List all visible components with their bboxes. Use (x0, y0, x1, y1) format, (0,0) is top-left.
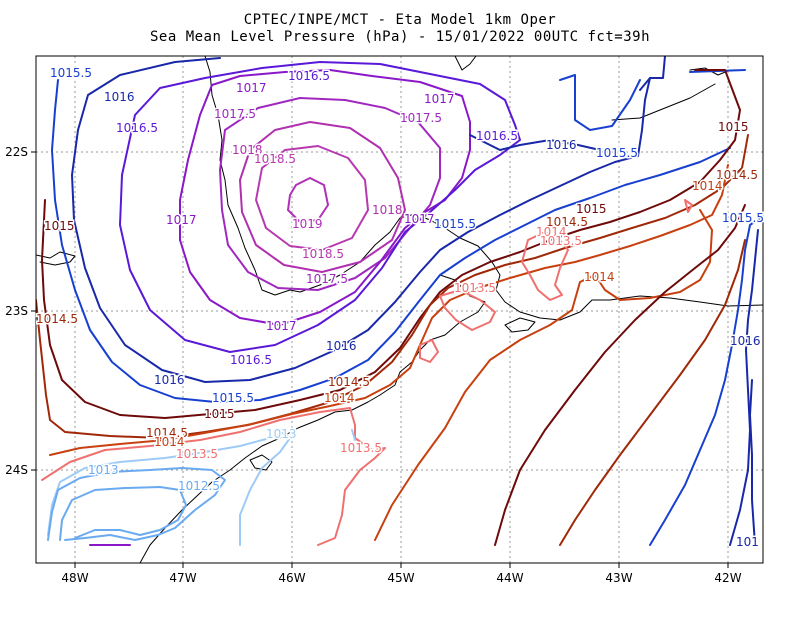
isobar-1018 (239, 121, 406, 273)
contour-label: 1013.5 (540, 234, 582, 248)
contour-label: 1017 (166, 213, 197, 227)
contour-label: 1016 (154, 373, 185, 387)
contour-label: 1013 (88, 463, 119, 477)
contour-label: 1012.5 (178, 479, 220, 493)
lon-tick-label: 43W (605, 571, 632, 585)
contour-label: 1014.5 (546, 215, 588, 229)
contour-label: 1018 (232, 143, 263, 157)
axis-ticks (31, 151, 729, 568)
isobar-1016-5 (119, 61, 521, 353)
lon-axis: 48W 47W 46W 45W 44W 43W 42W (61, 571, 741, 585)
contour-label: 1019 (292, 217, 323, 231)
contour-label: 1018.5 (302, 247, 344, 261)
isobar-1016-edge (749, 379, 756, 546)
plot-frame (35, 55, 764, 564)
lon-tick-label: 47W (169, 571, 196, 585)
isobar-1016-main (71, 77, 651, 383)
contour-label: 1014 (154, 435, 185, 449)
contour-label: 1014 (536, 225, 567, 239)
contour-label: 1015.5 (596, 146, 638, 160)
contour-label: 1013 (266, 427, 297, 441)
lat-tick-label: 24S (5, 463, 28, 477)
contour-label: 1016.5 (230, 353, 272, 367)
contour-label: 1013.5 (454, 281, 496, 295)
contour-label: 1017.5 (214, 107, 256, 121)
contour-label: 1016.5 (476, 129, 518, 143)
lon-tick-label: 46W (278, 571, 305, 585)
contour-label: 1016 (104, 90, 135, 104)
contour-label: 1015 (204, 407, 235, 421)
contour-label: 1014.5 (328, 375, 370, 389)
contour-label: 1015 (718, 120, 749, 134)
isobar-1015-se (494, 204, 746, 546)
contour-labels: 1015.5 1016.5 1016 1017 1017 1017.5 1017… (35, 65, 766, 551)
contour-label: 1013.5 (340, 441, 382, 455)
contour-label: 1014 (692, 179, 723, 193)
isobar-1014-5 (36, 134, 749, 439)
contour-label: 1014 (584, 270, 615, 284)
lon-tick-label: 44W (496, 571, 523, 585)
contour-label: 101 (736, 535, 759, 549)
contour-label: 1014 (324, 391, 355, 405)
coastline (36, 56, 763, 563)
isobar-1017 (179, 69, 471, 326)
lat-tick-label: 23S (5, 304, 28, 318)
contour-label: 1013.5 (176, 447, 218, 461)
contour-label: 1015.5 (434, 217, 476, 231)
contour-label: 1017 (236, 81, 267, 95)
isobar-1012-5 (59, 486, 187, 541)
map-title-line1: CPTEC/INPE/MCT - Eta Model 1km Oper (243, 12, 557, 28)
isobar-1019 (287, 177, 329, 223)
isobar-1016-se (729, 229, 759, 546)
contour-label: 1018.5 (254, 152, 296, 166)
contour-label: 1017 (404, 212, 435, 226)
contour-label: 1014.5 (716, 168, 758, 182)
isobar-1017-5 (219, 97, 441, 291)
contour-label: 1018 (372, 203, 403, 217)
contour-label: 1017 (424, 92, 455, 106)
map-title-line2: Sea Mean Level Pressure (hPa) - 15/01/20… (149, 29, 650, 45)
contour-label: 1016 (546, 138, 577, 152)
contour-label: 1016 (326, 339, 357, 353)
contour-label: 1016.5 (288, 69, 330, 83)
contour-label: 1015.5 (50, 66, 92, 80)
contour-label: 1014.5 (146, 426, 188, 440)
lon-tick-label: 45W (387, 571, 414, 585)
isobar-1015-5-se (649, 217, 761, 546)
isobar-1013-b (47, 467, 226, 541)
isobar-1016 (77, 56, 666, 151)
contour-label: 1016.5 (116, 121, 158, 135)
contour-label: 1017.5 (306, 272, 348, 286)
contour-label: 1016 (730, 334, 761, 348)
contour-label: 1015.5 (212, 391, 254, 405)
isobar-1014 (49, 164, 729, 541)
isobar-1013-5 (41, 199, 693, 546)
contour-label: 1015 (44, 219, 75, 233)
lon-tick-label: 42W (714, 571, 741, 585)
isobar-1013 (47, 429, 356, 546)
contour-label: 1017 (266, 319, 297, 333)
isobar-1014-5-se (559, 239, 746, 546)
isobar-1018-5 (255, 145, 369, 251)
lon-tick-label: 48W (61, 571, 88, 585)
contour-label: 1015 (576, 202, 607, 216)
lat-axis: 22S 23S 24S (5, 145, 28, 477)
contour-label: 1014.5 (36, 312, 78, 326)
contour-label: 1017.5 (400, 111, 442, 125)
contour-label: 1015.5 (722, 211, 764, 225)
lat-tick-label: 22S (5, 145, 28, 159)
